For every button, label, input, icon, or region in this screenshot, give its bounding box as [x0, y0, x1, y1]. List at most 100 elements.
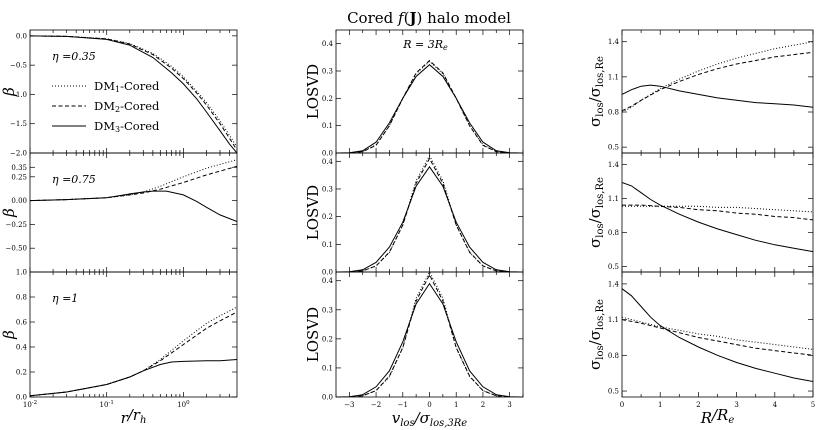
y-axis-label: LOSVD [304, 64, 322, 119]
series-DM3-Cored [30, 359, 237, 397]
series-DM2-Cored [30, 35, 237, 151]
y-tick-label: 0.8 [608, 352, 619, 360]
x-tick-label: 0 [427, 401, 431, 409]
y-tick-label: 0.1 [322, 364, 333, 372]
y-tick-label: 1.0 [16, 269, 27, 277]
y-axis-label: LOSVD [304, 185, 322, 240]
y-tick-label: 0.25 [11, 173, 27, 181]
y-tick-label: 0.00 [11, 197, 27, 205]
x-tick-label: 0 [620, 401, 624, 409]
figure-title: Cored f(J) halo model [347, 9, 511, 27]
series-DM1-Cored [338, 154, 521, 272]
y-tick-label: 0.5 [608, 263, 619, 271]
y-tick-label: −2.0 [10, 150, 27, 158]
axes-frame [29, 271, 238, 398]
panel-beta-eta-1: 0.0 0.2 0.4 0.6 0.8 1.0 10-2 10-1 100 β r/rh η =1 [0, 269, 238, 427]
series-DM1-Cored [30, 35, 237, 148]
axes-frame [29, 152, 238, 273]
y-tick-label: 0.0 [322, 269, 333, 277]
series-DM1-Cored [622, 41, 813, 113]
axes-frame [621, 271, 814, 398]
y-tick-label: 1.4 [608, 38, 620, 46]
y-tick-label: 0.3 [322, 68, 333, 76]
y-tick-label: 1.4 [608, 161, 620, 169]
y-tick-label: 0.3 [322, 185, 333, 193]
axes-frame [621, 152, 814, 273]
series-DM2-Cored [622, 204, 813, 221]
panels: 0.0 −0.5 −1.0 −1.5 −2.0 β η =0.35 DM1-Cored DM2-… [0, 29, 815, 429]
y-tick-label: 0.2 [322, 335, 333, 343]
x-tick-label: 10-1 [100, 400, 114, 409]
y-axis-label: σlos/σlos,Re [586, 299, 606, 370]
series-DM3-Cored [30, 35, 237, 153]
y-tick-label: 0.3 [322, 306, 333, 314]
x-axis-label: r/rh [121, 406, 147, 427]
legend: DM1-Cored DM2-Cored DM3-Cored [52, 79, 160, 134]
y-axis-label: β [0, 87, 18, 97]
x-tick-label: 3 [507, 401, 511, 409]
x-tick-label: 10-2 [23, 400, 37, 409]
axes-frame [621, 29, 814, 154]
panel-sigma-bottom: 0.5 0.8 1.1 1.4 0 1 2 3 4 5 σlos/σlos,Re R/Re [586, 271, 815, 427]
panel-annotation: R = 3Re [402, 38, 448, 52]
x-tick-label: 2 [481, 401, 485, 409]
series-DM3-Cored [622, 182, 813, 253]
series-DM2-Cored [338, 157, 521, 272]
series-DM3-Cored [622, 288, 813, 382]
y-tick-label: −0.50 [6, 245, 27, 253]
y-tick-label: −0.25 [6, 221, 27, 229]
y-tick-label: 0.0 [322, 150, 333, 158]
series-DM1-Cored [338, 60, 521, 153]
y-tick-label: −1.5 [10, 120, 27, 128]
y-axis-label: LOSVD [304, 307, 322, 362]
y-tick-label: −0.5 [10, 62, 27, 70]
y-tick-label: 1.1 [608, 195, 619, 203]
series-DM3-Cored [30, 190, 237, 222]
series-DM2-Cored [622, 51, 813, 112]
x-tick-label: 1 [454, 401, 458, 409]
series-DM2-Cored [30, 311, 237, 397]
x-tick-label: 5 [811, 401, 815, 409]
y-tick-label: −1.0 [10, 91, 27, 99]
x-tick-label: 2 [696, 401, 700, 409]
x-tick-label: −1 [398, 401, 408, 409]
x-tick-label: 1 [658, 401, 662, 409]
y-tick-label: 0.2 [322, 213, 333, 221]
series-DM2-Cored [622, 319, 813, 356]
panel-annotation: η =0.35 [52, 50, 96, 63]
axes-frame [335, 271, 524, 398]
series-DM1-Cored [622, 205, 813, 213]
x-tick-label: 100 [177, 400, 190, 409]
x-tick-label: −2 [371, 401, 381, 409]
panel-losvd-bottom: 0.0 0.1 0.2 0.3 0.4 −3 −2 −1 0 1 2 3 LOSVD vlos/σlos,… [304, 271, 524, 429]
panel-sigma-top: 0.5 0.8 1.1 1.4 σlos/σlos,Re [586, 29, 814, 154]
panel-losvd-middle: 0.0 0.1 0.2 0.3 0.4 LOSVD [304, 152, 524, 277]
x-axis-label: R/Re [700, 406, 735, 427]
panel-beta-eta-0.35: 0.0 −0.5 −1.0 −1.5 −2.0 β η =0.35 DM1-Cored DM2-… [0, 29, 238, 158]
legend-label: DM2-Cored [94, 99, 160, 114]
y-tick-label: 0.0 [16, 394, 27, 402]
series-DM3-Cored [622, 84, 813, 108]
y-tick-label: 0.5 [608, 144, 619, 152]
panel-beta-eta-0.75: 0.350.25 0.00 −0.25 −0.50 β η =0.75 [0, 152, 238, 273]
y-tick-label: 0.4 [322, 40, 334, 48]
y-tick-label: 0.4 [16, 344, 28, 352]
y-axis-label: σlos/σlos,Re [586, 56, 606, 127]
series-DM3-Cored [338, 165, 521, 272]
y-tick-label: 1.1 [608, 316, 619, 324]
y-tick-label: 0.8 [16, 294, 27, 302]
y-tick-label: 0.8 [608, 109, 619, 117]
x-axis-label: vlos/σlos,3Re [392, 409, 468, 429]
y-axis-label: β [0, 330, 18, 340]
y-tick-label: 0.1 [322, 122, 333, 130]
y-tick-label: 0.4 [322, 158, 334, 166]
y-tick-label: 0.35 [11, 164, 27, 172]
series-DM3-Cored [338, 282, 521, 397]
panel-annotation: η =0.75 [52, 173, 96, 186]
series-DM1-Cored [338, 272, 521, 397]
y-axis-label: σlos/σlos,Re [586, 177, 606, 248]
series-DM1-Cored [30, 306, 237, 397]
legend-label: DM3-Cored [94, 119, 160, 134]
